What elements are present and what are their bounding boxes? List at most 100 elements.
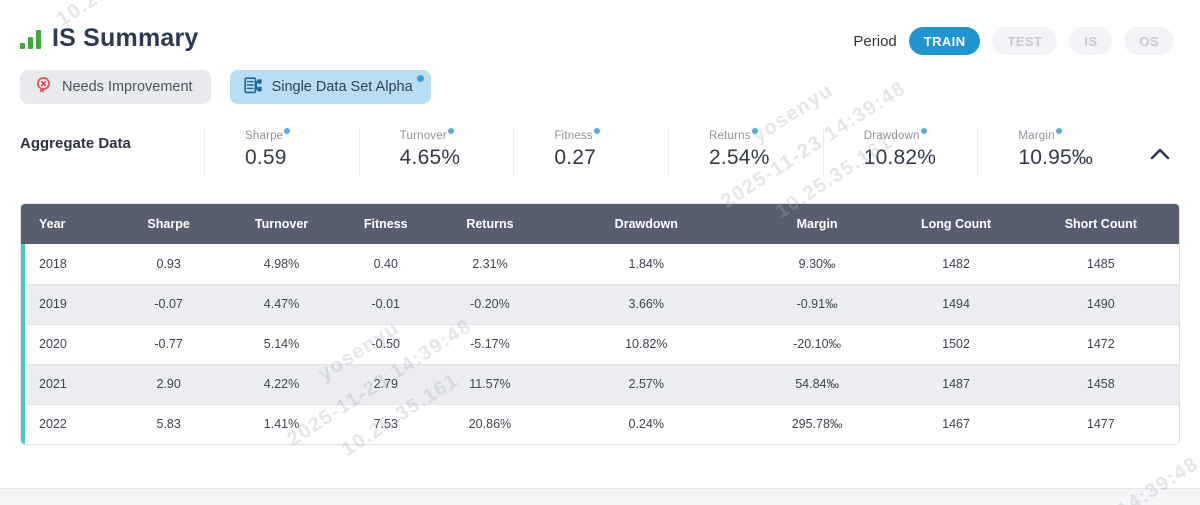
col-short-count: Short Count: [1022, 204, 1179, 244]
col-turnover: Turnover: [223, 204, 340, 244]
info-dot-icon: [447, 128, 454, 134]
cell: 0.93: [156, 256, 181, 271]
cell: 1485: [1086, 256, 1115, 271]
cell: 4.98%: [263, 256, 300, 271]
metric-value: 4.65%: [399, 146, 461, 169]
col-long-count: Long Count: [889, 204, 1023, 244]
col-margin: Margin: [744, 204, 890, 244]
info-dot-icon: [284, 128, 291, 134]
cell: 5.14%: [263, 337, 300, 351]
cell: 3.66%: [628, 297, 664, 311]
col-returns: Returns: [432, 204, 548, 244]
metric-label: Returns: [709, 128, 819, 142]
period-selector: Period TRAIN TEST IS OS: [853, 27, 1174, 55]
cell: 2.90: [156, 377, 181, 391]
col-sharpe: Sharpe: [113, 204, 224, 244]
metric-label: Margin: [1018, 128, 1128, 142]
col-drawdown: Drawdown: [547, 204, 745, 244]
cell: 1472: [1086, 337, 1115, 351]
year-cell: 2019: [39, 297, 67, 311]
cell: 2.57%: [628, 377, 664, 391]
tag-single-data-set-alpha[interactable]: Single Data Set Alpha: [229, 70, 431, 104]
cell: 1.84%: [628, 256, 664, 271]
table-row-2018: 2018 0.93 4.98% 0.40 2.31% 1.84% 9.30‰ 1…: [21, 244, 1179, 284]
cell: 1458: [1086, 377, 1115, 391]
teal-accent-bar: [21, 244, 25, 444]
footer-bar: [0, 488, 1200, 505]
metric-value: 0.27: [554, 146, 597, 169]
metric-label: Turnover: [400, 128, 510, 142]
badges-row: Needs Improvement Single Data Set Alpha: [0, 70, 1200, 104]
cell: 1477: [1086, 417, 1115, 432]
metric-drawdown: Drawdown 10.82%: [822, 128, 978, 176]
cell: -0.01: [371, 297, 400, 311]
cell: 5.83: [156, 417, 181, 432]
dataset-icon: [243, 76, 263, 98]
metric-value: 10.82%: [863, 146, 937, 169]
metric-value: 0.59: [245, 146, 287, 169]
col-fitness: Fitness: [339, 204, 433, 244]
cell: 2.31%: [472, 256, 508, 271]
metric-returns: Returns 2.54%: [668, 128, 823, 176]
table-row-2020: 2020 -0.77 5.14% -0.50 -5.17% 10.82% -20…: [21, 324, 1179, 364]
metric-turnover: Turnover 4.65%: [358, 128, 514, 176]
metric-label: Fitness: [554, 128, 664, 142]
metric-margin: Margin 10.95‰: [977, 128, 1132, 176]
collapse-section-button[interactable]: [1144, 142, 1176, 168]
summary-table: Year Sharpe Turnover Fitness Returns Dra…: [20, 203, 1180, 445]
period-test-button[interactable]: TEST: [992, 27, 1058, 55]
year-cell: 2022: [39, 417, 67, 432]
info-dot-icon: [751, 128, 758, 134]
cell: -0.77: [154, 337, 183, 351]
table-header-row: Year Sharpe Turnover Fitness Returns Dra…: [21, 204, 1179, 244]
bar-chart-icon: [20, 29, 41, 49]
cell: 1502: [942, 337, 970, 351]
title-wrap: IS Summary: [20, 24, 199, 53]
cell: 7.53: [373, 417, 398, 432]
cell: 1482: [942, 256, 970, 271]
period-is-button[interactable]: IS: [1069, 27, 1113, 55]
cell: 4.47%: [263, 297, 300, 311]
period-train-button[interactable]: TRAIN: [908, 27, 981, 55]
year-cell: 2020: [39, 337, 67, 351]
cell: 0.24%: [628, 417, 664, 432]
metric-fitness: Fitness 0.27: [513, 128, 668, 176]
cell: -20.10‰: [793, 337, 842, 351]
info-dot-icon: [920, 128, 927, 134]
period-label: Period: [853, 32, 897, 50]
year-cell: 2021: [39, 377, 67, 391]
cell: 1467: [942, 417, 970, 432]
cell: -0.91‰: [796, 297, 838, 311]
metric-sharpe: Sharpe 0.59: [204, 128, 359, 176]
cell: 20.86%: [468, 417, 512, 432]
table-row-2019: 2019 -0.07 4.47% -0.01 -0.20% 3.66% -0.9…: [21, 284, 1179, 324]
cell: 9.30‰: [798, 256, 836, 271]
notification-dot: [416, 75, 424, 82]
cell: 54.84‰: [795, 377, 839, 391]
cell: 1494: [942, 297, 970, 311]
chevron-up-icon: [1150, 148, 1170, 160]
aggregate-section: Aggregate Data Sharpe 0.59 Turnover 4.65…: [0, 128, 1200, 176]
metric-value: 10.95‰: [1018, 146, 1094, 169]
aggregate-title: Aggregate Data: [20, 135, 131, 152]
status-badge-needs-improvement: Needs Improvement: [20, 70, 211, 104]
header: IS Summary Period TRAIN TEST IS OS: [0, 0, 1200, 55]
cell: 2.79: [373, 377, 398, 391]
ribbon-x-icon: [34, 76, 53, 99]
cell: -0.07: [154, 297, 183, 311]
period-os-button[interactable]: OS: [1124, 27, 1174, 55]
aggregate-metrics: Sharpe 0.59 Turnover 4.65% Fitness 0.27 …: [204, 128, 1132, 176]
info-dot-icon: [1055, 128, 1062, 134]
cell: 10.82%: [625, 337, 668, 351]
table-row-2021: 2021 2.90 4.22% 2.79 11.57% 2.57% 54.84‰…: [21, 364, 1179, 404]
cell: 1.41%: [263, 417, 300, 432]
cell: 1490: [1086, 297, 1115, 311]
page-title: IS Summary: [52, 24, 199, 52]
badge-label: Needs Improvement: [62, 79, 193, 95]
cell: -0.20%: [470, 297, 510, 311]
metric-label: Sharpe: [245, 128, 355, 142]
cell: 1487: [942, 377, 970, 391]
year-cell: 2018: [39, 256, 67, 271]
metric-label: Drawdown: [864, 128, 974, 142]
